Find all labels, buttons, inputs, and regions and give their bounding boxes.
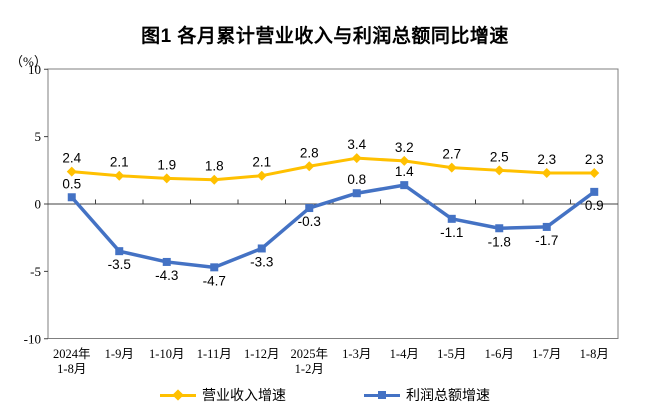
data-label: 2.5 bbox=[490, 149, 509, 164]
y-axis-tick-label: 10 bbox=[28, 62, 41, 77]
data-label: 1.8 bbox=[205, 159, 224, 174]
x-axis-label: 1-10月 bbox=[149, 347, 184, 361]
data-label: 2.3 bbox=[537, 152, 556, 167]
data-label: -1.8 bbox=[488, 234, 511, 249]
revenue-legend-line bbox=[160, 389, 196, 401]
chart-title: 图1 各月累计营业收入与利润总额同比增速 bbox=[141, 26, 509, 47]
revenue-point-marker bbox=[209, 174, 220, 185]
profit-point-marker bbox=[67, 193, 76, 202]
profit-point-marker bbox=[542, 222, 551, 231]
y-axis-tick-label: -5 bbox=[30, 264, 41, 279]
profit-point-marker bbox=[590, 187, 599, 196]
data-label: -3.5 bbox=[108, 257, 131, 272]
profit-legend-label: 利润总额增速 bbox=[406, 387, 490, 403]
data-label: 1.9 bbox=[157, 157, 176, 172]
x-axis-label: 1-8月 bbox=[57, 362, 86, 376]
data-label: -0.3 bbox=[298, 214, 321, 229]
profit-point-marker bbox=[305, 204, 314, 213]
y-axis-tick-label: 5 bbox=[35, 129, 42, 144]
revenue-point-marker bbox=[66, 166, 77, 177]
y-axis-tick-label: -10 bbox=[24, 331, 41, 346]
x-axis-label: 1-11月 bbox=[197, 347, 232, 361]
data-label: -4.3 bbox=[155, 268, 178, 283]
data-label: 2.4 bbox=[62, 151, 81, 166]
revenue-point-marker bbox=[494, 165, 505, 176]
x-axis-label: 1-12月 bbox=[244, 347, 279, 361]
y-axis-tick-label: 0 bbox=[35, 197, 42, 212]
data-label: -1.7 bbox=[535, 233, 558, 248]
x-axis-label: 1-7月 bbox=[532, 347, 561, 361]
profit-point-marker bbox=[352, 189, 361, 198]
x-axis-label: 1-3月 bbox=[342, 347, 371, 361]
revenue-diamond-marker-icon bbox=[172, 389, 184, 401]
legend-item-revenue: 营业收入增速 bbox=[160, 386, 286, 404]
x-axis-label: 2024年 bbox=[53, 347, 91, 361]
revenue-point-marker bbox=[399, 155, 410, 166]
revenue-point-marker bbox=[589, 168, 600, 179]
data-label: -1.1 bbox=[440, 225, 463, 240]
profit-line bbox=[70, 183, 596, 270]
profit-point-marker bbox=[162, 257, 171, 266]
revenue-point-marker bbox=[304, 161, 315, 172]
x-axis-label: 1-5月 bbox=[437, 347, 466, 361]
profit-point-marker bbox=[115, 247, 124, 256]
data-label: 2.3 bbox=[585, 152, 604, 167]
revenue-point-marker bbox=[541, 168, 552, 179]
revenue-point-marker bbox=[256, 170, 267, 181]
data-label: 2.1 bbox=[110, 155, 129, 170]
legend-item-profit: 利润总额增速 bbox=[364, 386, 490, 404]
revenue-point-marker bbox=[161, 173, 172, 184]
revenue-line bbox=[70, 156, 596, 182]
profit-point-marker bbox=[257, 244, 266, 253]
data-label: 2.1 bbox=[252, 155, 271, 170]
revenue-legend-label: 营业收入增速 bbox=[202, 387, 286, 403]
x-axis-label: 1-6月 bbox=[485, 347, 514, 361]
data-label: -4.7 bbox=[203, 273, 226, 288]
data-label: 3.2 bbox=[395, 140, 414, 155]
x-axis-label: 1-4月 bbox=[390, 347, 419, 361]
x-axis-label: 2025年 bbox=[290, 347, 328, 361]
data-label: 2.8 bbox=[300, 145, 319, 160]
profit-point-marker bbox=[447, 214, 456, 223]
profit-point-marker bbox=[210, 263, 219, 272]
x-axis-label: 1-8月 bbox=[580, 347, 609, 361]
x-axis-label: 1-9月 bbox=[105, 347, 134, 361]
legend: 营业收入增速 利润总额增速 bbox=[0, 386, 650, 404]
revenue-point-marker bbox=[446, 162, 457, 173]
data-label: 0.9 bbox=[585, 198, 604, 213]
x-axis-label: 1-2月 bbox=[295, 362, 324, 376]
profit-point-marker bbox=[495, 224, 504, 233]
data-label: -3.3 bbox=[250, 254, 273, 269]
data-label: 0.5 bbox=[62, 176, 81, 191]
y-axis-unit-label: （%） bbox=[10, 54, 47, 69]
revenue-point-marker bbox=[114, 170, 125, 181]
profit-legend-line bbox=[364, 391, 400, 399]
revenue-point-marker bbox=[351, 153, 362, 164]
profit-square-marker-icon bbox=[378, 391, 386, 399]
profit-point-marker bbox=[400, 181, 409, 190]
data-label: 3.4 bbox=[347, 137, 366, 152]
data-label: 2.7 bbox=[442, 147, 461, 162]
data-label: 1.4 bbox=[395, 164, 414, 179]
data-label: 0.8 bbox=[347, 172, 366, 187]
